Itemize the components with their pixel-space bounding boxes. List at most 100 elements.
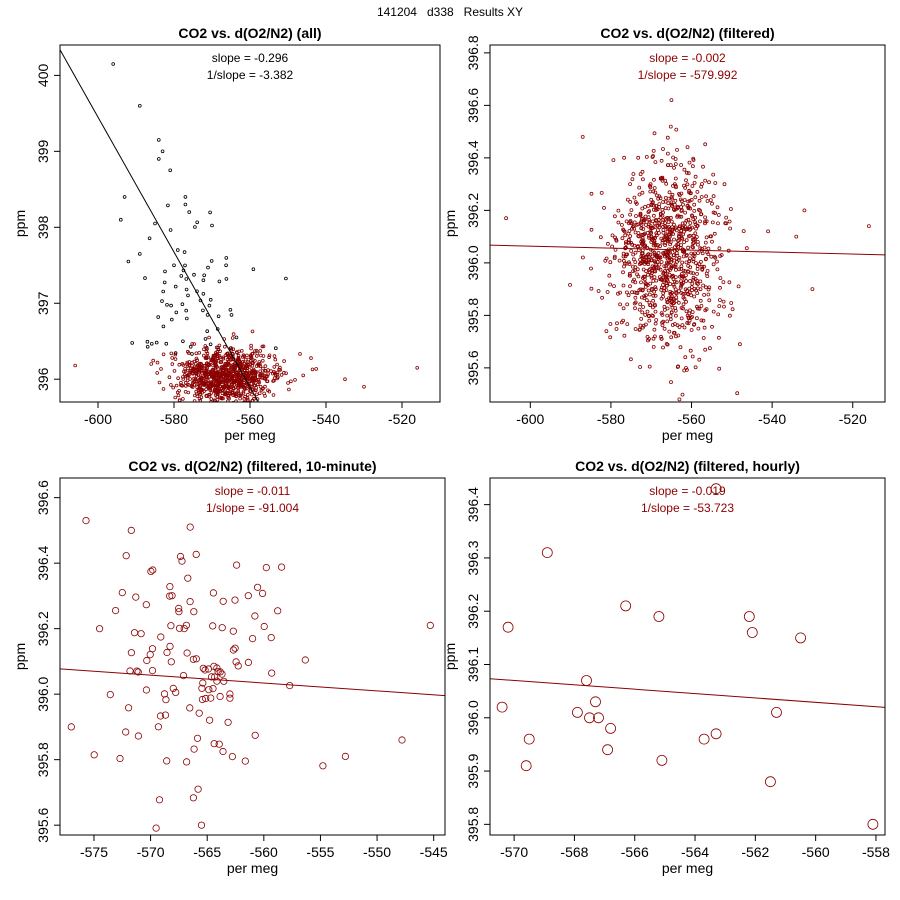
data-point bbox=[220, 391, 225, 396]
data-point bbox=[181, 397, 185, 401]
data-point bbox=[604, 256, 609, 261]
data-point bbox=[632, 195, 637, 200]
data-point bbox=[217, 279, 222, 284]
data-point bbox=[665, 306, 670, 311]
data-point bbox=[175, 604, 183, 613]
data-point bbox=[216, 668, 224, 676]
data-point bbox=[201, 291, 206, 296]
data-point bbox=[631, 172, 636, 176]
data-point bbox=[415, 365, 420, 370]
data-point bbox=[682, 167, 687, 172]
data-point bbox=[600, 295, 604, 300]
data-point bbox=[208, 388, 213, 392]
data-point bbox=[623, 254, 628, 259]
data-point bbox=[721, 299, 726, 304]
data-point bbox=[625, 290, 629, 295]
data-point bbox=[265, 379, 270, 384]
data-point bbox=[216, 375, 220, 380]
data-point bbox=[167, 622, 175, 630]
x-tick-label: -545 bbox=[420, 844, 448, 860]
data-point bbox=[729, 301, 734, 305]
data-point bbox=[224, 256, 229, 260]
data-point bbox=[649, 203, 654, 208]
data-point bbox=[669, 98, 674, 102]
y-tick-label: 396.4 bbox=[35, 545, 51, 580]
data-point bbox=[215, 383, 220, 388]
data-point bbox=[686, 217, 691, 222]
data-point bbox=[686, 263, 691, 268]
data-point bbox=[310, 367, 315, 372]
data-point bbox=[273, 346, 278, 351]
data-point bbox=[218, 380, 223, 385]
data-point bbox=[249, 370, 254, 374]
data-point bbox=[173, 351, 178, 355]
data-point bbox=[254, 388, 258, 393]
data-point bbox=[240, 407, 243, 410]
data-point bbox=[260, 622, 268, 631]
data-point bbox=[254, 392, 259, 397]
data-point bbox=[684, 299, 688, 304]
data-point bbox=[257, 391, 262, 396]
data-point bbox=[236, 386, 241, 391]
data-point bbox=[150, 341, 154, 346]
data-point bbox=[190, 342, 195, 346]
data-point bbox=[568, 282, 572, 287]
data-point bbox=[235, 376, 239, 380]
y-tick-label: 396.4 bbox=[465, 487, 481, 522]
data-point bbox=[663, 271, 668, 276]
data-point bbox=[220, 364, 224, 369]
y-axis-label: ppm bbox=[12, 643, 28, 670]
data-point bbox=[258, 589, 267, 598]
data-point bbox=[225, 406, 228, 409]
data-point bbox=[683, 355, 688, 360]
data-point bbox=[617, 258, 622, 263]
data-point bbox=[173, 357, 178, 361]
data-point bbox=[630, 177, 635, 182]
data-point bbox=[722, 182, 727, 187]
data-point bbox=[693, 220, 697, 225]
data-point bbox=[681, 202, 685, 207]
chart-panel-1: CO2 vs. d(O2/N2) (all) slope = -0.296 1/sl… bbox=[12, 25, 441, 443]
data-point bbox=[217, 382, 221, 387]
chart-panel-2: CO2 vs. d(O2/N2) (filtered) slope = -0.00… bbox=[442, 25, 886, 443]
data-point bbox=[263, 394, 267, 398]
data-point bbox=[704, 256, 708, 261]
data-point bbox=[765, 776, 776, 788]
chart-title: CO2 vs. d(O2/N2) (filtered, hourly) bbox=[575, 458, 800, 474]
data-point bbox=[639, 280, 643, 285]
data-point bbox=[224, 392, 228, 397]
data-point bbox=[700, 251, 705, 256]
data-point bbox=[225, 357, 230, 362]
data-point bbox=[643, 214, 648, 219]
data-point bbox=[695, 291, 700, 296]
data-point bbox=[231, 367, 235, 371]
data-point bbox=[706, 287, 711, 292]
data-point bbox=[665, 277, 670, 282]
data-point bbox=[165, 302, 169, 307]
data-point bbox=[673, 176, 678, 181]
data-point bbox=[689, 251, 694, 256]
data-point bbox=[245, 353, 249, 358]
data-point bbox=[646, 272, 650, 277]
data-point bbox=[672, 182, 677, 187]
data-point bbox=[633, 306, 637, 311]
data-point bbox=[668, 282, 673, 286]
y-tick-label: 396.2 bbox=[465, 593, 481, 628]
data-point bbox=[629, 240, 633, 245]
data-point bbox=[654, 318, 659, 322]
data-point bbox=[697, 357, 702, 362]
data-point bbox=[674, 291, 679, 296]
data-point bbox=[255, 382, 260, 387]
plot-area bbox=[60, 516, 445, 832]
data-point bbox=[669, 291, 673, 296]
data-point bbox=[635, 267, 640, 272]
data-point bbox=[202, 347, 206, 352]
data-point bbox=[721, 280, 726, 285]
data-point bbox=[185, 316, 189, 321]
fit-annotation: 1/slope = -53.723 bbox=[641, 501, 734, 515]
data-point bbox=[194, 351, 199, 356]
data-point bbox=[693, 174, 698, 179]
data-point bbox=[692, 286, 697, 291]
data-point bbox=[637, 327, 642, 332]
data-point bbox=[704, 285, 708, 290]
